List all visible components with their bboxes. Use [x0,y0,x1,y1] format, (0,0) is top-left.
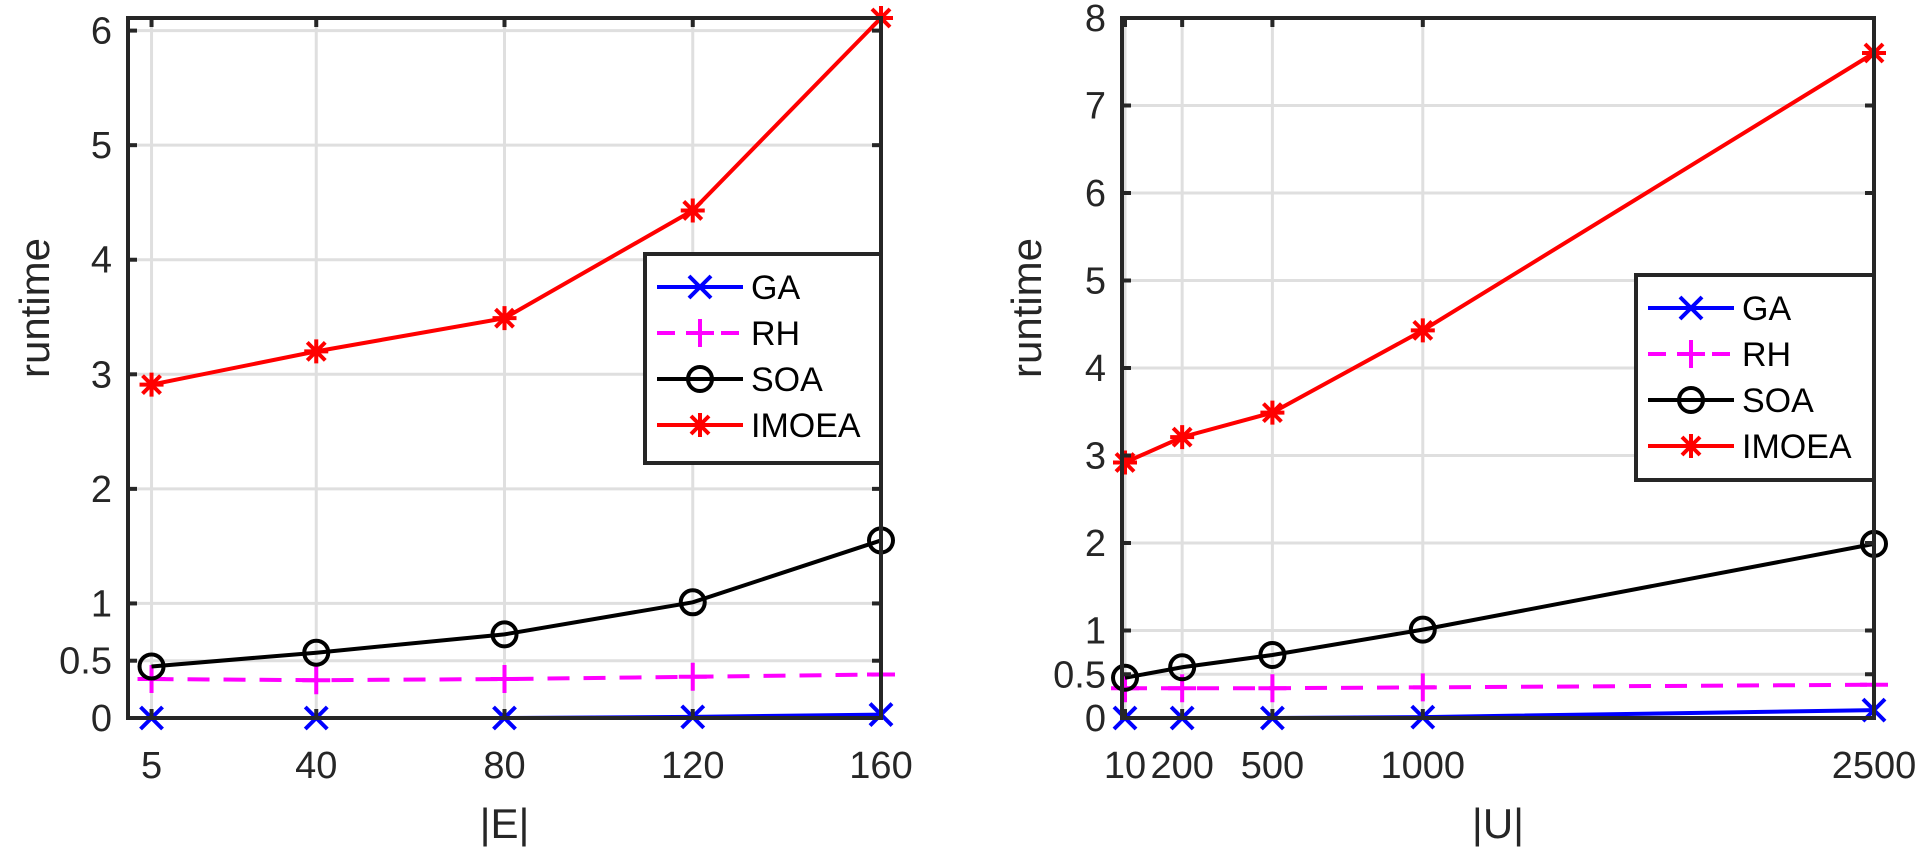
legend-marker [1678,295,1704,321]
x-axis-label: |U| [1472,800,1524,847]
legend-entry-soa: SOA [657,361,823,399]
legend-marker [1677,386,1705,414]
data-point-rh [302,666,331,695]
x-tick-label: 160 [849,745,912,787]
data-point-imoea [139,372,164,397]
legend-entry-soa: SOA [1648,382,1814,420]
y-tick-label: 6 [91,11,112,53]
y-tick-label: 0 [1085,698,1106,740]
data-point-soa [1258,641,1287,669]
legend-label: IMOEA [751,407,861,445]
x-tick-label: 80 [483,745,525,787]
y-tick-label: 3 [1085,436,1106,478]
data-point-imoea [304,339,329,364]
data-point-soa [137,652,166,681]
x-tick-label: 1000 [1381,745,1466,787]
y-tick-label: 5 [1085,261,1106,303]
legend-entry-rh: RH [1648,336,1791,374]
data-point-imoea [1113,450,1138,475]
data-point-imoea [492,306,517,331]
legend: GA RH SOA IMOEA [1634,273,1876,482]
data-point-imoea [1170,425,1195,450]
y-tick-label: 2 [91,469,112,511]
data-point-rh [490,665,519,694]
data-point-soa [1408,615,1437,644]
data-point-imoea [1260,400,1285,425]
y-tick-label: 8 [1085,0,1106,40]
x-tick-label: 200 [1150,745,1213,787]
x-tick-label: 120 [661,745,724,787]
data-point-soa [1168,653,1197,682]
data-point-rh [678,662,707,691]
legend-entry-ga: GA [1648,290,1791,328]
legend-label: IMOEA [1742,428,1852,466]
data-point-imoea [680,198,705,223]
y-tick-label: 2 [1085,523,1106,565]
legend-label: RH [1742,336,1791,374]
y-tick-label: 4 [91,240,112,282]
legend-label: RH [751,315,800,353]
x-tick-label: 10 [1104,745,1146,787]
legend-label: SOA [1742,382,1814,420]
y-tick-label: 1 [1085,611,1106,653]
legend-entry-rh: RH [657,315,800,353]
series-line-soa [151,538,882,669]
data-point-soa [678,588,707,617]
data-point-rh [1258,674,1287,703]
legend-marker [1677,340,1705,368]
y-tick-label: 0 [91,698,112,740]
data-point-rh [1408,673,1437,702]
x-tick-label: 500 [1241,745,1304,787]
x-axis-label: |E| [480,800,530,847]
legend-marker [687,274,713,300]
series-line-soa [1124,541,1875,680]
legend-label: GA [1742,290,1791,328]
y-tick-label: 3 [91,354,112,396]
plot-runtime-vs-U: 10 200 500 1000 2500 00.51 2 3 4 5 6 7 8 |U| runtime GA… [1003,0,1916,847]
y-tick-label: 5 [91,125,112,167]
legend-entry-imoea: IMOEA [1648,428,1852,466]
legend-entry-ga: GA [657,269,800,307]
x-tick-label: 5 [141,745,162,787]
legend-marker [688,413,712,437]
legend: GA RH SOA IMOEA [643,252,883,465]
legend-label: GA [751,269,800,307]
legend-marker [686,365,714,393]
x-tick-label: 40 [295,745,337,787]
data-point-imoea [1410,318,1435,343]
y-tick-label: 1 [91,583,112,625]
data-point-soa [302,638,331,667]
y-tick-label: 4 [1085,348,1106,390]
y-axis-label: runtime [1003,238,1050,378]
y-tick-label: 6 [1085,173,1106,215]
y-tick-label: 7 [1085,86,1106,128]
legend-marker [1679,434,1703,458]
y-tick-label: 0.5 [1053,654,1106,696]
legend-marker [686,319,714,347]
series-line-rh [151,672,882,683]
plot-runtime-vs-E: 5 40 80 120 160 0 0.5 1 2 3 4 5 6 |E| runtime GA RH SOA IM… [11,6,913,847]
y-tick-label: 0.5 [59,641,112,683]
data-point-soa [1111,663,1140,692]
legend-label: SOA [751,361,823,399]
x-tick-label: 2500 [1832,745,1917,787]
y-axis-label: runtime [11,238,58,378]
legend-entry-imoea: IMOEA [657,407,861,445]
data-point-soa [490,620,519,649]
